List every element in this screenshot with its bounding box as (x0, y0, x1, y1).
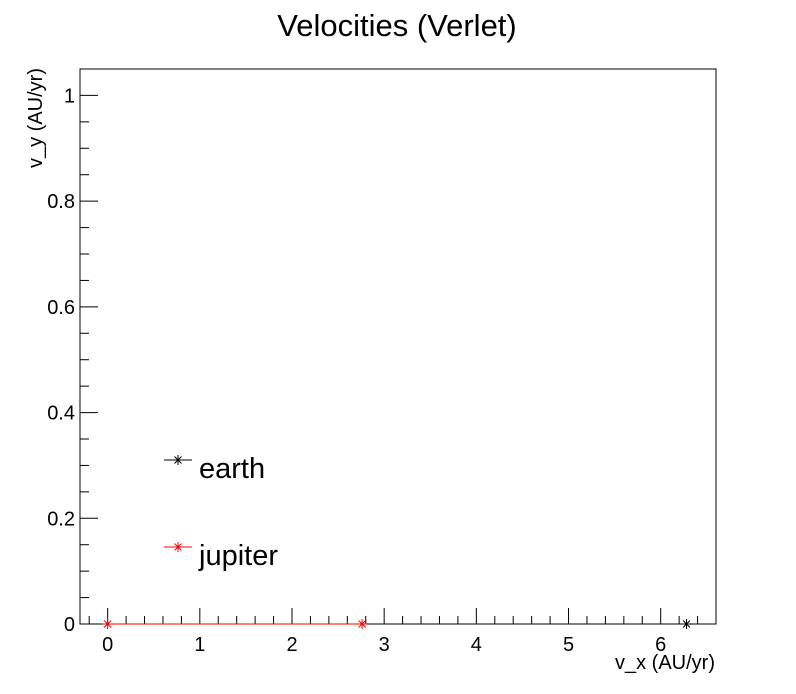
data-point-jupiter (102, 619, 113, 629)
x-axis-title: v_x (AU/yr) (615, 652, 715, 674)
plot-frame (79, 68, 717, 625)
y-tick-label: 0.4 (47, 403, 75, 425)
y-tick-label: 0.2 (47, 508, 75, 530)
legend-label-earth: earth (199, 453, 265, 485)
y-axis-title: v_y (AU/yr) (25, 68, 47, 168)
x-tick-label: 5 (563, 634, 574, 656)
x-tick-label: 6 (655, 634, 666, 656)
y-tick-label: 0.6 (47, 297, 75, 319)
legend-label-jupiter: jupiter (198, 540, 278, 572)
chart-title: Velocities (Verlet) (277, 8, 517, 43)
x-tick-label: 0 (102, 634, 113, 656)
y-tick-label: 0 (64, 614, 75, 636)
y-tick-label: 1 (64, 85, 75, 107)
plot-layer: 0 1 2 3 4 5 6 0 0.2 0.4 0.6 0.8 1 earth jupiter (47, 68, 717, 656)
data-point-earth (681, 619, 692, 629)
y-tick-label: 0.8 (47, 191, 75, 213)
legend-marker-earth (173, 455, 183, 465)
legend-marker-jupiter (173, 542, 183, 552)
x-tick-label: 4 (471, 634, 482, 656)
data-point-jupiter (357, 619, 368, 629)
x-tick-label: 3 (379, 634, 390, 656)
x-tick-label: 1 (194, 634, 205, 656)
x-tick-label: 2 (286, 634, 297, 656)
